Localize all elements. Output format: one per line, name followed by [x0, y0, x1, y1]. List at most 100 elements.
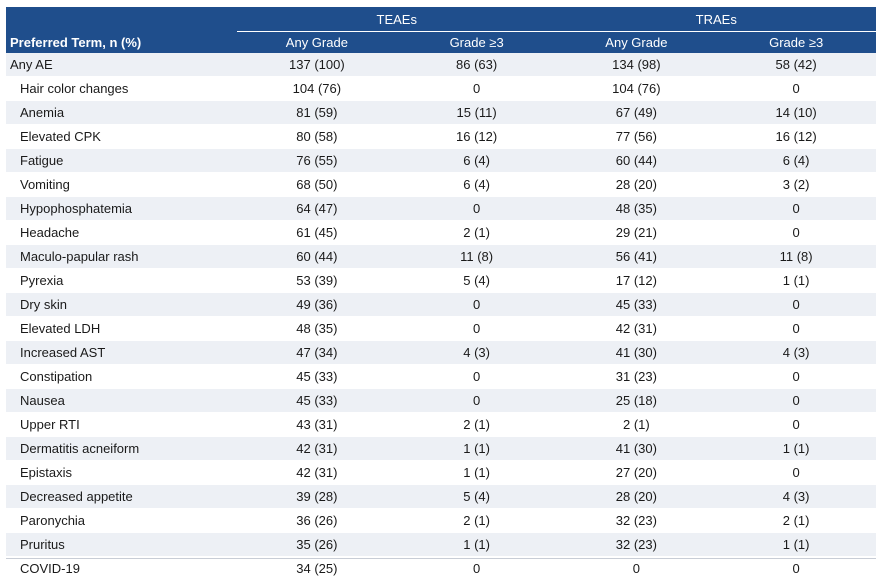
trae-any-cell: 41 (30) [556, 340, 717, 365]
teae-g3-cell: 6 (4) [396, 172, 557, 197]
trae-any-cell: 28 (20) [556, 172, 717, 197]
header-group-teae: TEAEs [237, 7, 557, 32]
teae-any-cell: 47 (34) [237, 340, 397, 365]
teae-g3-cell: 2 (1) [396, 412, 557, 437]
table-row: Constipation 45 (33) 0 31 (23) 0 [6, 364, 877, 389]
teae-g3-cell: 2 (1) [396, 220, 557, 245]
teae-any-cell: 60 (44) [237, 244, 397, 269]
teae-g3-cell: 0 [396, 316, 557, 341]
trae-g3-cell: 2 (1) [716, 508, 877, 533]
preferred-term-cell: Maculo-papular rash [6, 244, 237, 269]
teae-g3-cell: 0 [396, 556, 557, 581]
teae-any-cell: 39 (28) [237, 484, 397, 509]
table-row: Epistaxis 42 (31) 1 (1) 27 (20) 0 [6, 460, 877, 485]
teae-any-cell: 80 (58) [237, 124, 397, 149]
preferred-term-cell: Fatigue [6, 148, 237, 173]
preferred-term-cell: Constipation [6, 364, 237, 389]
header-teae-any-grade: Any Grade [237, 31, 397, 53]
trae-any-cell: 60 (44) [556, 148, 717, 173]
teae-any-cell: 45 (33) [237, 364, 397, 389]
trae-g3-cell: 0 [716, 220, 877, 245]
trae-g3-cell: 0 [716, 388, 877, 413]
table-row: Paronychia 36 (26) 2 (1) 32 (23) 2 (1) [6, 508, 877, 533]
table-row: Headache 61 (45) 2 (1) 29 (21) 0 [6, 220, 877, 245]
table-row: Pruritus 35 (26) 1 (1) 32 (23) 1 (1) [6, 532, 877, 557]
teae-g3-cell: 15 (11) [396, 100, 557, 125]
preferred-term-cell: Nausea [6, 388, 237, 413]
preferred-term-cell: Upper RTI [6, 412, 237, 437]
trae-g3-cell: 0 [716, 412, 877, 437]
teae-g3-cell: 5 (4) [396, 484, 557, 509]
table-row: Maculo-papular rash 60 (44) 11 (8) 56 (41) 1… [6, 244, 877, 269]
trae-g3-cell: 11 (8) [716, 244, 877, 269]
table-row: Fatigue 76 (55) 6 (4) 60 (44) 6 (4) [6, 148, 877, 173]
trae-any-cell: 45 (33) [556, 292, 717, 317]
trae-any-cell: 77 (56) [556, 124, 717, 149]
table-row: Pyrexia 53 (39) 5 (4) 17 (12) 1 (1) [6, 268, 877, 293]
table-body: Any AE 137 (100) 86 (63) 134 (98) 58 (42) Hai… [6, 53, 877, 581]
trae-any-cell: 32 (23) [556, 508, 717, 533]
teae-any-cell: 36 (26) [237, 508, 397, 533]
preferred-term-cell: COVID-19 [6, 556, 237, 581]
table-row: Vomiting 68 (50) 6 (4) 28 (20) 3 (2) [6, 172, 877, 197]
table-row: Decreased appetite 39 (28) 5 (4) 28 (20) 4 (… [6, 484, 877, 509]
teae-g3-cell: 86 (63) [396, 53, 557, 77]
preferred-term-cell: Dry skin [6, 292, 237, 317]
teae-g3-cell: 1 (1) [396, 436, 557, 461]
adverse-events-table: TEAEs TRAEs Preferred Term, n (%) Any Gr… [6, 7, 877, 581]
header-group-row: TEAEs TRAEs [6, 7, 877, 32]
teae-any-cell: 68 (50) [237, 172, 397, 197]
table-row: COVID-19 34 (25) 0 0 0 [6, 556, 877, 581]
trae-any-cell: 17 (12) [556, 268, 717, 293]
trae-g3-cell: 58 (42) [716, 53, 877, 77]
trae-any-cell: 42 (31) [556, 316, 717, 341]
table-row: Elevated LDH 48 (35) 0 42 (31) 0 [6, 316, 877, 341]
teae-g3-cell: 0 [396, 388, 557, 413]
teae-any-cell: 76 (55) [237, 148, 397, 173]
teae-g3-cell: 5 (4) [396, 268, 557, 293]
teae-g3-cell: 11 (8) [396, 244, 557, 269]
trae-any-cell: 25 (18) [556, 388, 717, 413]
teae-g3-cell: 1 (1) [396, 460, 557, 485]
header-blank-cell [6, 7, 237, 32]
header-column-row: Preferred Term, n (%) Any Grade Grade ≥3… [6, 31, 877, 53]
preferred-term-cell: Pyrexia [6, 268, 237, 293]
teae-any-cell: 53 (39) [237, 268, 397, 293]
trae-any-cell: 27 (20) [556, 460, 717, 485]
teae-any-cell: 81 (59) [237, 100, 397, 125]
table-row: Increased AST 47 (34) 4 (3) 41 (30) 4 (3) [6, 340, 877, 365]
trae-g3-cell: 6 (4) [716, 148, 877, 173]
preferred-term-cell: Headache [6, 220, 237, 245]
trae-g3-cell: 14 (10) [716, 100, 877, 125]
preferred-term-cell: Elevated LDH [6, 316, 237, 341]
preferred-term-cell: Hair color changes [6, 76, 237, 101]
trae-g3-cell: 1 (1) [716, 532, 877, 557]
preferred-term-cell: Elevated CPK [6, 124, 237, 149]
teae-any-cell: 104 (76) [237, 76, 397, 101]
table-row: Upper RTI 43 (31) 2 (1) 2 (1) 0 [6, 412, 877, 437]
preferred-term-cell: Hypophosphatemia [6, 196, 237, 221]
trae-g3-cell: 1 (1) [716, 268, 877, 293]
trae-g3-cell: 0 [716, 76, 877, 101]
trae-g3-cell: 4 (3) [716, 340, 877, 365]
teae-g3-cell: 6 (4) [396, 148, 557, 173]
table-row: Anemia 81 (59) 15 (11) 67 (49) 14 (10) [6, 100, 877, 125]
trae-any-cell: 31 (23) [556, 364, 717, 389]
preferred-term-cell: Pruritus [6, 532, 237, 557]
teae-g3-cell: 0 [396, 364, 557, 389]
table-bottom-rule [6, 558, 876, 559]
teae-any-cell: 35 (26) [237, 532, 397, 557]
trae-g3-cell: 1 (1) [716, 436, 877, 461]
teae-g3-cell: 0 [396, 196, 557, 221]
trae-any-cell: 28 (20) [556, 484, 717, 509]
adverse-events-table-container: TEAEs TRAEs Preferred Term, n (%) Any Gr… [6, 7, 877, 581]
header-trae-grade3: Grade ≥3 [716, 31, 877, 53]
teae-any-cell: 45 (33) [237, 388, 397, 413]
trae-g3-cell: 0 [716, 196, 877, 221]
preferred-term-cell: Epistaxis [6, 460, 237, 485]
preferred-term-cell: Increased AST [6, 340, 237, 365]
trae-any-cell: 29 (21) [556, 220, 717, 245]
table-row: Hypophosphatemia 64 (47) 0 48 (35) 0 [6, 196, 877, 221]
header-group-trae: TRAEs [556, 7, 877, 32]
preferred-term-cell: Dermatitis acneiform [6, 436, 237, 461]
